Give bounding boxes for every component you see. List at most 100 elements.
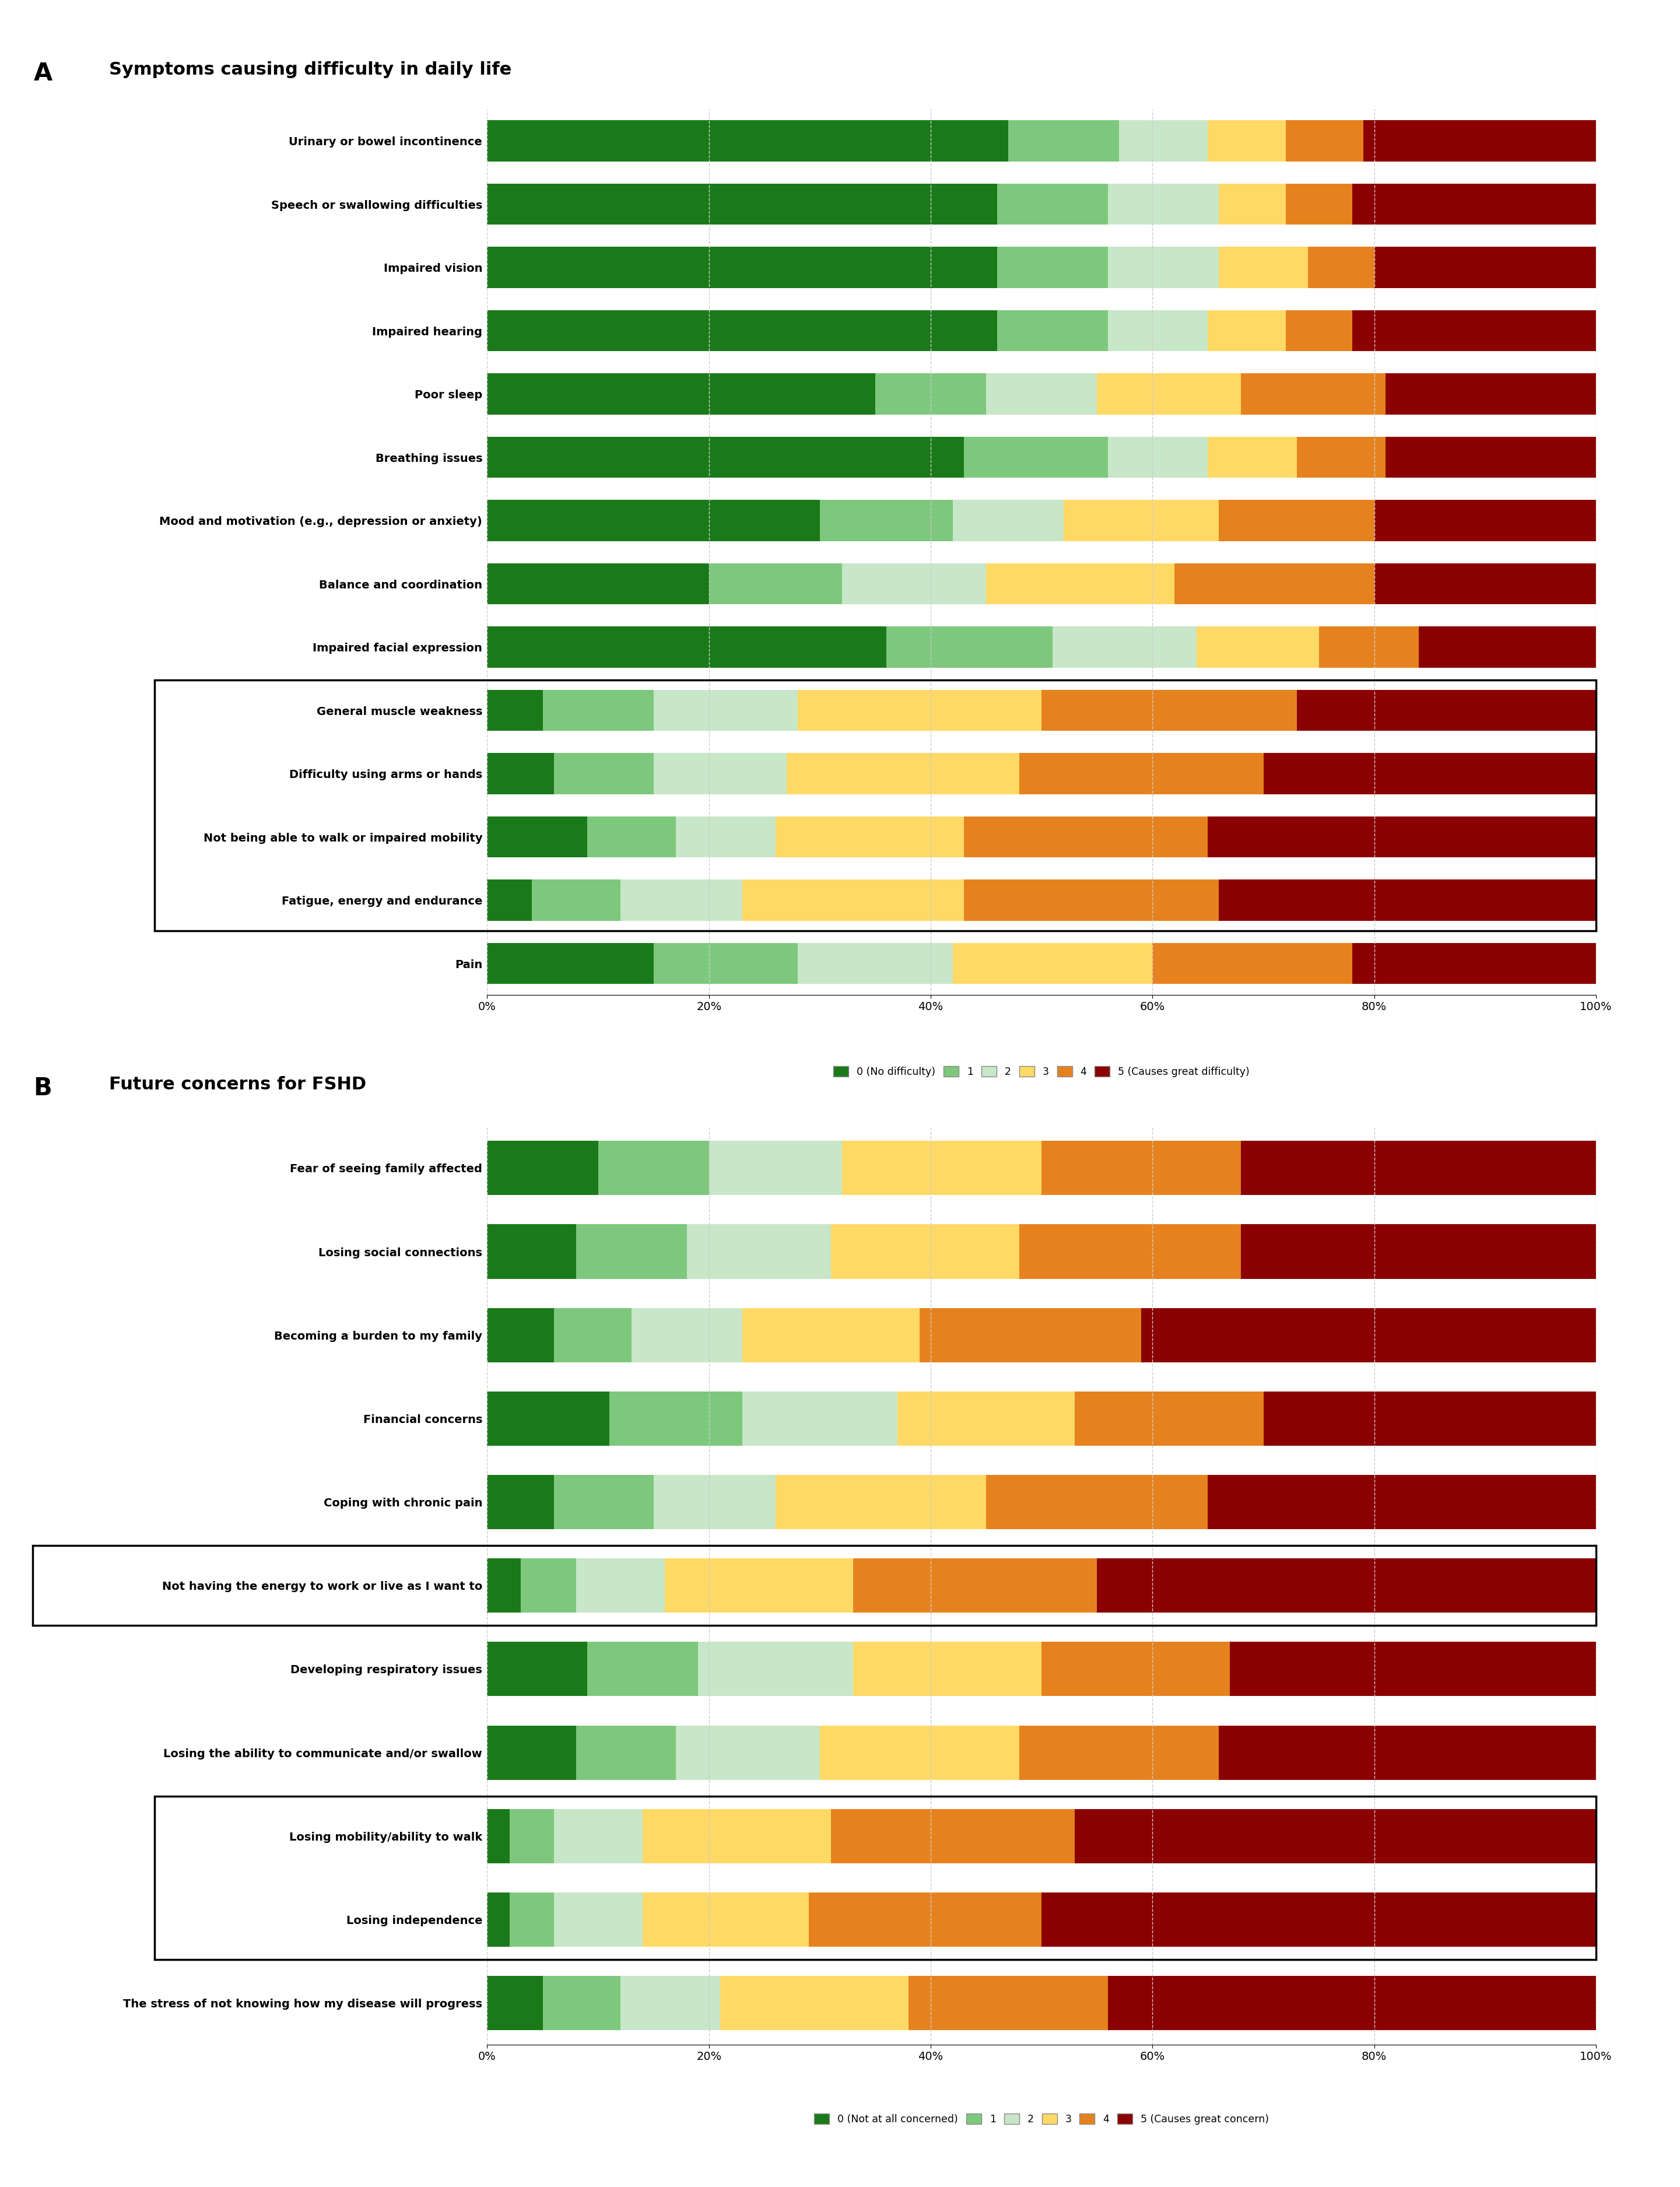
Bar [1208, 816, 1596, 857]
Bar [1386, 374, 1596, 416]
Bar [487, 437, 964, 479]
Bar [554, 752, 654, 794]
Bar [832, 1809, 1075, 1863]
Bar [1109, 311, 1208, 352]
Bar [1242, 1142, 1596, 1194]
Bar [853, 1559, 1097, 1612]
Bar [743, 1308, 919, 1363]
Bar [531, 879, 620, 921]
Bar [964, 879, 1220, 921]
Bar [964, 437, 1109, 479]
Bar [1097, 374, 1242, 416]
Bar [1208, 437, 1297, 479]
Bar [842, 1142, 1042, 1194]
Bar [964, 816, 1208, 857]
Bar [487, 879, 531, 921]
Bar [632, 1308, 743, 1363]
Bar [1285, 120, 1362, 162]
Bar [743, 1391, 897, 1446]
Bar [1109, 437, 1208, 479]
Bar [576, 1559, 665, 1612]
Bar [1220, 501, 1374, 540]
Bar [586, 816, 675, 857]
Bar [743, 879, 964, 921]
Bar [576, 1726, 675, 1780]
Bar [1008, 120, 1119, 162]
Bar [1220, 184, 1285, 225]
Bar [721, 1977, 909, 2030]
Bar [1042, 1642, 1230, 1697]
Text: Future concerns for FSHD: Future concerns for FSHD [109, 1076, 366, 1094]
Bar [1263, 752, 1596, 794]
Bar [919, 1308, 1141, 1363]
Bar [1386, 437, 1596, 479]
Bar [487, 184, 998, 225]
Bar [487, 1474, 554, 1529]
Bar [709, 564, 842, 604]
Bar [642, 1892, 808, 1946]
Bar [487, 1225, 576, 1279]
Bar [687, 1225, 832, 1279]
Text: A: A [34, 61, 52, 85]
Bar [1020, 1225, 1242, 1279]
Bar [1374, 247, 1596, 289]
Bar [654, 752, 786, 794]
Bar [1020, 1726, 1220, 1780]
Bar [1352, 943, 1596, 984]
Bar [1307, 247, 1374, 289]
Bar [953, 943, 1152, 984]
Bar [986, 374, 1097, 416]
Bar [1319, 625, 1418, 667]
Bar [487, 1726, 576, 1780]
Bar [620, 879, 743, 921]
Bar [820, 1726, 1020, 1780]
Bar [1141, 1308, 1596, 1363]
Bar [487, 1977, 543, 2030]
Bar [654, 943, 798, 984]
Bar [853, 1642, 1042, 1697]
Bar [1374, 564, 1596, 604]
Bar [798, 943, 953, 984]
Bar [1075, 1391, 1263, 1446]
Bar [808, 1892, 1042, 1946]
Bar [1063, 501, 1220, 540]
Bar [776, 816, 964, 857]
Bar [1020, 752, 1263, 794]
Bar [586, 1642, 697, 1697]
Bar [543, 1977, 620, 2030]
Bar [487, 1892, 509, 1946]
Bar [786, 752, 1020, 794]
Bar [1285, 184, 1352, 225]
Bar [798, 689, 1042, 730]
Text: B: B [34, 1076, 52, 1100]
Bar [487, 689, 543, 730]
Bar [1109, 1977, 1596, 2030]
Bar [909, 1977, 1109, 2030]
Bar [1208, 1474, 1596, 1529]
Bar [1208, 311, 1285, 352]
Bar [554, 1892, 642, 1946]
Bar [1109, 184, 1220, 225]
Bar [487, 752, 554, 794]
Bar [654, 1474, 776, 1529]
Bar [1362, 120, 1596, 162]
Bar [675, 816, 776, 857]
Bar [1374, 501, 1596, 540]
Bar [610, 1391, 743, 1446]
Bar [986, 564, 1174, 604]
Bar [487, 1642, 586, 1697]
Bar [487, 1391, 610, 1446]
Bar [1075, 1809, 1596, 1863]
Bar [487, 1308, 554, 1363]
Bar [887, 625, 1053, 667]
Legend: 0 (Not at all concerned), 1, 2, 3, 4, 5 (Causes great concern): 0 (Not at all concerned), 1, 2, 3, 4, 5 … [810, 2110, 1273, 2128]
Bar [675, 1726, 820, 1780]
Bar [521, 1559, 576, 1612]
Bar [576, 1225, 687, 1279]
Bar [654, 689, 798, 730]
Bar [1242, 374, 1386, 416]
Bar [509, 1809, 554, 1863]
Bar [998, 247, 1109, 289]
Bar [897, 1391, 1075, 1446]
Bar [709, 1142, 842, 1194]
